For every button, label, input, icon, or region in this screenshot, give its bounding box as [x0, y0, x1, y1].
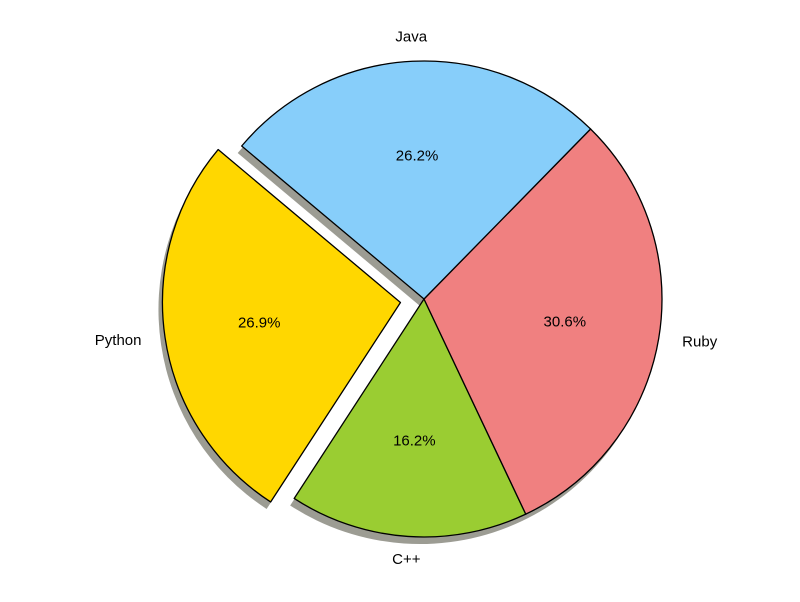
slice-label-cplusplus: C++: [392, 551, 421, 568]
slice-labels: Python 26.9% C++ 16.2% Ruby 30.6% Java 26.2%: [95, 28, 718, 568]
slice-percent-ruby: 30.6%: [544, 314, 587, 331]
slice-label-python: Python: [95, 332, 142, 349]
slice-percent-java: 26.2%: [396, 147, 439, 164]
slice-label-ruby: Ruby: [682, 333, 718, 350]
slice-java: [241, 60, 592, 300]
slices: [161, 60, 663, 538]
slice-ruby: [423, 128, 663, 515]
slice-percent-python: 26.9%: [238, 315, 281, 332]
slice-cplusplus: [293, 298, 527, 538]
slice-percent-cplusplus: 16.2%: [393, 432, 436, 449]
slice-label-java: Java: [395, 28, 427, 45]
slice-python: [161, 148, 402, 503]
